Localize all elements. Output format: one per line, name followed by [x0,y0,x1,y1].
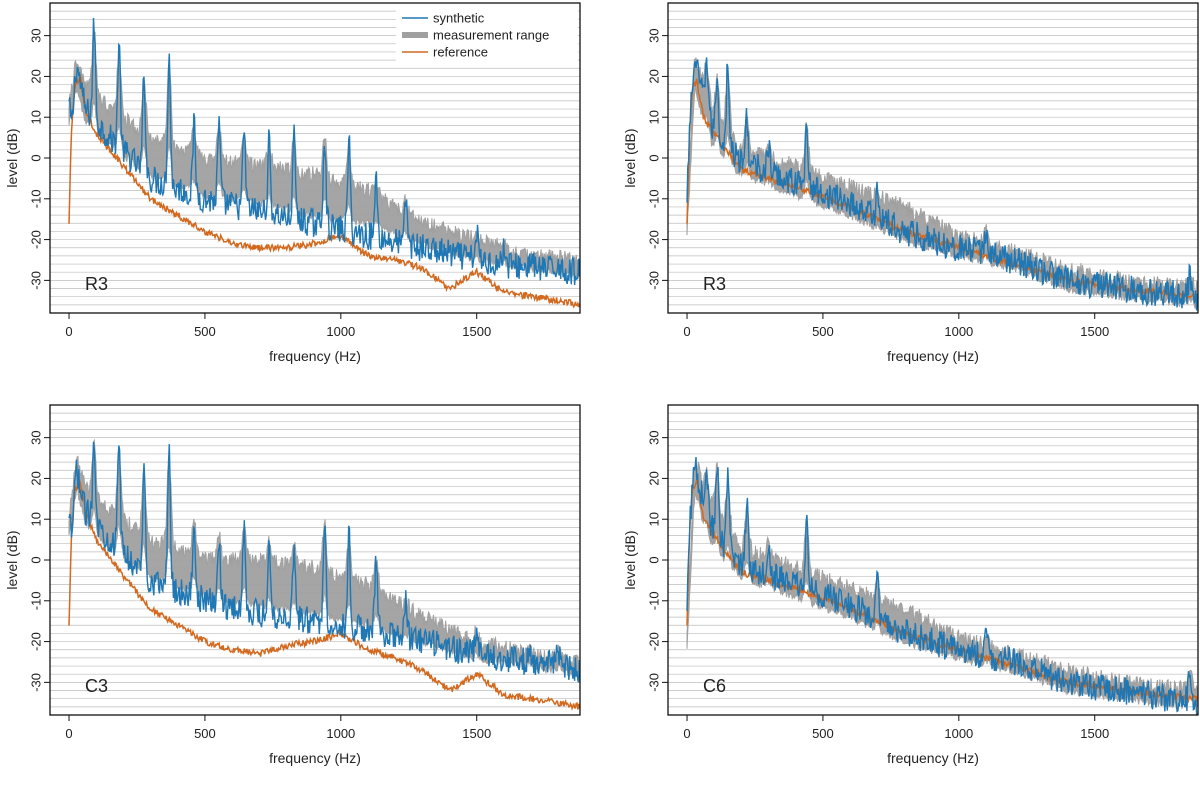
x-axis: 0 500 1000 1500 [683,313,1109,339]
x-tick-label: 500 [194,324,216,339]
panel-label: R3 [703,274,726,294]
x-axis-label: frequency (Hz) [887,750,979,766]
y-tick-label: 10 [647,512,662,526]
series-reference [686,479,1198,704]
y-tick-label: 20 [647,69,662,83]
y-tick-label: -30 [647,271,662,290]
legend-label: measurement range [433,28,549,43]
y-tick-label: -20 [29,632,44,651]
x-tick-label: 500 [194,726,216,741]
y-axis-label: level (dB) [4,128,20,187]
y-axis-label: level (dB) [4,530,20,589]
x-axis-label: frequency (Hz) [887,348,979,364]
y-tick-label: 0 [647,154,662,161]
y-tick-label: 10 [29,110,44,124]
y-axis: -30 -20 -10 0 10 20 30 [647,28,668,290]
x-tick-label: 0 [683,324,690,339]
x-tick-label: 1500 [1080,726,1109,741]
y-tick-label: 10 [29,512,44,526]
y-axis: -30 -20 -10 0 10 20 30 [29,28,50,290]
x-tick-label: 1500 [462,726,491,741]
series-reference [686,78,1198,300]
y-axis-label: level (dB) [622,128,638,187]
plot-area [68,438,580,711]
series-synthetic [686,456,1198,715]
legend-label: synthetic [433,11,485,26]
x-axis: 0 500 1000 1500 [683,715,1109,741]
y-tick-label: 30 [29,430,44,444]
series-synthetic [686,57,1198,311]
y-tick-label: 20 [29,69,44,83]
y-tick-label: -20 [29,230,44,249]
panel-1: -30 -20 -10 0 10 20 30 0 500 1000 1500 frequency (H… [4,2,581,364]
y-tick-label: -10 [647,591,662,610]
y-tick-label: 30 [647,28,662,42]
x-axis-label: frequency (Hz) [269,348,361,364]
panel-3: -30 -20 -10 0 10 20 30 0 500 1000 1500 frequency (H… [4,404,581,766]
y-tick-label: 0 [647,556,662,563]
x-tick-label: 500 [812,726,834,741]
y-tick-label: -20 [647,230,662,249]
y-axis: -30 -20 -10 0 10 20 30 [647,430,668,692]
y-tick-label: -30 [647,673,662,692]
series-reference [68,74,580,309]
y-tick-label: -10 [647,189,662,208]
grid [668,405,1198,715]
panel-label: C6 [703,676,726,696]
y-tick-label: 0 [29,154,44,161]
x-tick-label: 1000 [944,726,973,741]
y-tick-label: 10 [647,110,662,124]
x-tick-label: 1000 [326,726,355,741]
plot-area [686,456,1198,715]
y-tick-label: 20 [647,471,662,485]
series-synthetic [68,17,580,286]
x-tick-label: 0 [65,726,72,741]
series-reference [68,477,580,711]
x-tick-label: 1500 [1080,324,1109,339]
y-axis: -30 -20 -10 0 10 20 30 [29,430,50,692]
y-tick-label: -20 [647,632,662,651]
x-tick-label: 0 [683,726,690,741]
x-axis: 0 500 1000 1500 [65,313,491,339]
panel-label: C3 [85,676,108,696]
y-tick-label: 30 [647,430,662,444]
x-tick-label: 1000 [944,324,973,339]
series-synthetic [68,441,580,683]
panel-4: -30 -20 -10 0 10 20 30 0 500 1000 1500 frequency (H… [622,404,1199,766]
x-tick-label: 1500 [462,324,491,339]
panel-2: -30 -20 -10 0 10 20 30 0 500 1000 1500 frequency (H… [622,2,1199,364]
y-tick-label: 0 [29,556,44,563]
y-tick-label: 30 [29,28,44,42]
legend-label: reference [433,45,488,60]
x-tick-label: 500 [812,324,834,339]
y-tick-label: -10 [29,189,44,208]
x-tick-label: 1000 [326,324,355,339]
y-tick-label: -30 [29,673,44,692]
legend: synthetic measurement range reference [396,5,578,65]
y-axis-label: level (dB) [622,530,638,589]
panel-label: R3 [85,274,108,294]
y-tick-label: -10 [29,591,44,610]
y-tick-label: 20 [29,471,44,485]
series-measurement-range [686,461,1198,709]
y-tick-label: -30 [29,271,44,290]
x-axis-label: frequency (Hz) [269,750,361,766]
series-measurement-range [686,57,1198,310]
x-tick-label: 0 [65,324,72,339]
x-axis: 0 500 1000 1500 [65,715,491,741]
